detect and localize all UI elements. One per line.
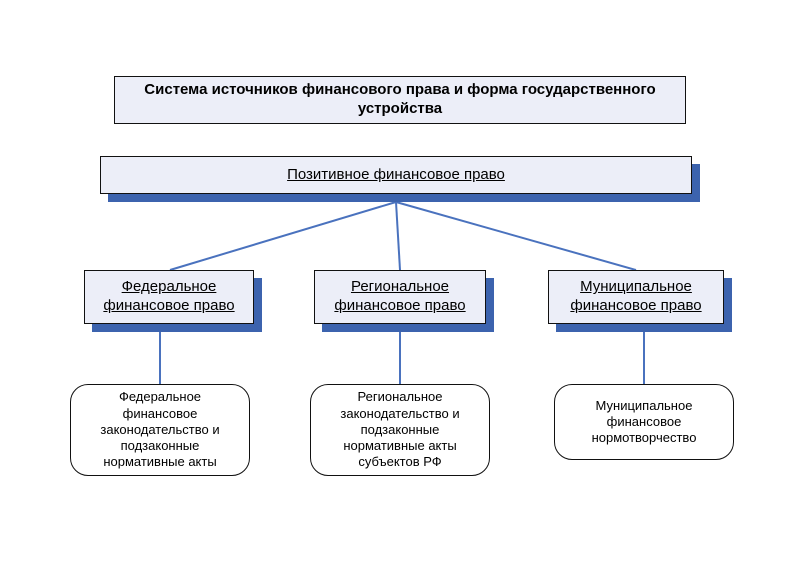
root-box: Позитивное финансовое право xyxy=(100,156,692,194)
municipal-leaf-label: Муниципальное финансовое нормотворчество xyxy=(565,398,723,447)
federal-leaf-label: Федеральное финансовое законодательство … xyxy=(81,389,239,470)
municipal-label: Муниципальное финансовое право xyxy=(559,278,713,316)
regional-leaf-box: Региональное законодательство и подзакон… xyxy=(310,384,490,476)
title-box: Система источников финансового права и ф… xyxy=(114,76,686,124)
edge-root-regional xyxy=(396,202,400,270)
federal-box: Федеральное финансовое право xyxy=(84,270,254,324)
diagram-stage: Система источников финансового права и ф… xyxy=(0,0,800,566)
regional-label: Региональное финансовое право xyxy=(325,278,475,316)
edge-root-federal xyxy=(170,202,396,270)
municipal-leaf-box: Муниципальное финансовое нормотворчество xyxy=(554,384,734,460)
regional-leaf-label: Региональное законодательство и подзакон… xyxy=(321,389,479,470)
federal-label: Федеральное финансовое право xyxy=(95,278,243,316)
edge-root-municipal xyxy=(396,202,636,270)
regional-box: Региональное финансовое право xyxy=(314,270,486,324)
root-label: Позитивное финансовое право xyxy=(287,166,505,185)
municipal-box: Муниципальное финансовое право xyxy=(548,270,724,324)
federal-leaf-box: Федеральное финансовое законодательство … xyxy=(70,384,250,476)
